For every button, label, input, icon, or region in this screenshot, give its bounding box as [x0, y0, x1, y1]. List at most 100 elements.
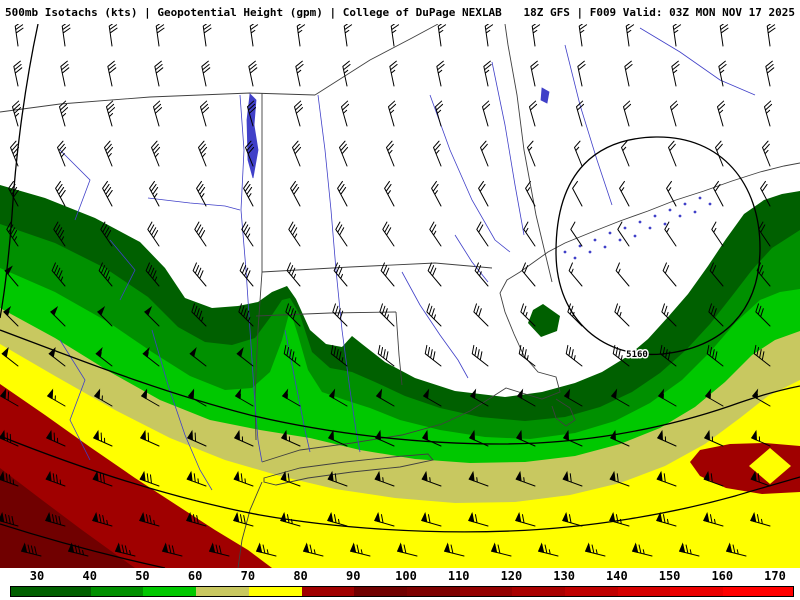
- stjohn-river: [639, 27, 756, 96]
- canada-border: [0, 92, 316, 113]
- wind-barb: [245, 140, 255, 167]
- wind-barb: [612, 344, 630, 367]
- wind-barb: [390, 20, 400, 47]
- wind-barb: [327, 429, 348, 447]
- wind-barb: [187, 388, 207, 407]
- wind-barb: [377, 344, 395, 367]
- wind-barb: [13, 60, 23, 87]
- wind-barb: [14, 20, 24, 47]
- wind-barb: [93, 388, 113, 407]
- wind-barb: [186, 511, 207, 527]
- title-right: 18Z GFS | F009 Valid: 03Z MON NOV 17 202…: [523, 5, 795, 19]
- ct-ri-border: [395, 311, 403, 386]
- wind-barb: [578, 20, 588, 47]
- wind-barb: [515, 429, 536, 447]
- wind-barb: [766, 20, 776, 47]
- wind-barb: [280, 511, 301, 527]
- wind-barb: [191, 303, 207, 327]
- wind-barb: [233, 429, 254, 447]
- wind-barb: [567, 303, 583, 327]
- wind-barb: [327, 470, 348, 487]
- wind-barb: [302, 542, 324, 557]
- wind-barb: [574, 140, 583, 167]
- wind-barb: [50, 306, 66, 327]
- wind-barb: [147, 221, 160, 247]
- wind-barb: [709, 262, 724, 287]
- wind-barb: [246, 100, 257, 127]
- wind-barb: [527, 140, 536, 167]
- ny-creek-1: [59, 149, 91, 221]
- wind-barb: [328, 388, 348, 407]
- wind-barb: [139, 429, 160, 447]
- isotach-bands: [0, 185, 800, 568]
- maine-islands: [563, 196, 712, 260]
- mohawk-river: [147, 197, 241, 211]
- wind-barb: [6, 221, 19, 247]
- wind-barb: [107, 60, 117, 87]
- wind-barb: [330, 344, 348, 367]
- wind-barb: [145, 262, 160, 287]
- wind-barb: [192, 262, 207, 287]
- wind-barb: [379, 303, 395, 327]
- wind-barb: [678, 542, 700, 557]
- colorbar-segment: [670, 587, 724, 596]
- wind-barb: [283, 344, 301, 367]
- wind-barb: [46, 388, 66, 407]
- wind-barb: [468, 511, 489, 527]
- maine-lake: [540, 87, 550, 104]
- wind-barb: [426, 303, 442, 327]
- wind-barb: [45, 429, 66, 447]
- contour-5160-low: [555, 136, 761, 356]
- ny-creek-2: [109, 239, 136, 301]
- nj-coast: [237, 481, 263, 569]
- wind-barb: [424, 344, 442, 367]
- wind-barb: [104, 140, 114, 167]
- wind-barb: [61, 20, 71, 47]
- wind-barb: [239, 262, 254, 287]
- wind-barb: [480, 140, 489, 167]
- wind-barb: [374, 429, 395, 447]
- wind-barb: [382, 221, 395, 247]
- cape-cod: [551, 398, 576, 427]
- wind-barb: [332, 303, 348, 327]
- colorbar-label: 40: [82, 569, 97, 583]
- wind-barb: [473, 303, 489, 327]
- colorbar-label: 50: [135, 569, 150, 583]
- wind-barb: [725, 542, 747, 557]
- wind-barb: [621, 140, 630, 167]
- wind-barb: [290, 180, 301, 207]
- wind-barb: [194, 221, 207, 247]
- wind-barb: [609, 511, 630, 527]
- colorbar-label: 70: [240, 569, 256, 583]
- wind-barb: [92, 429, 113, 447]
- wind-barb: [380, 262, 395, 287]
- wind-barb: [715, 140, 724, 167]
- colorbar-label: 80: [293, 569, 308, 583]
- wind-barb: [286, 262, 301, 287]
- wind-barb: [572, 180, 583, 207]
- wind-barb: [114, 542, 136, 557]
- wind-barb: [716, 100, 726, 127]
- colorbar-segment: [617, 587, 671, 596]
- wind-barb: [562, 470, 583, 487]
- wind-barb: [762, 140, 771, 167]
- wind-barb: [659, 344, 677, 367]
- wind-barb: [625, 20, 635, 47]
- contour-northwest: [0, 23, 39, 319]
- wind-barb: [656, 470, 677, 487]
- wind-barb: [718, 60, 727, 87]
- wind-barb: [577, 60, 586, 87]
- wind-barb: [0, 511, 19, 527]
- wind-barb: [656, 511, 677, 527]
- wind-barb: [474, 262, 489, 287]
- colorbar-segment: [723, 587, 776, 596]
- wind-barb: [236, 346, 254, 367]
- wind-barb: [703, 429, 724, 447]
- contour-mid: [0, 329, 800, 445]
- wind-barb: [349, 542, 371, 557]
- wind-barb: [196, 180, 207, 207]
- wind-barb: [661, 303, 677, 327]
- title-bar: 500mb Isotachs (kts) | Geopotential Heig…: [0, 0, 800, 24]
- wind-barb: [750, 470, 771, 487]
